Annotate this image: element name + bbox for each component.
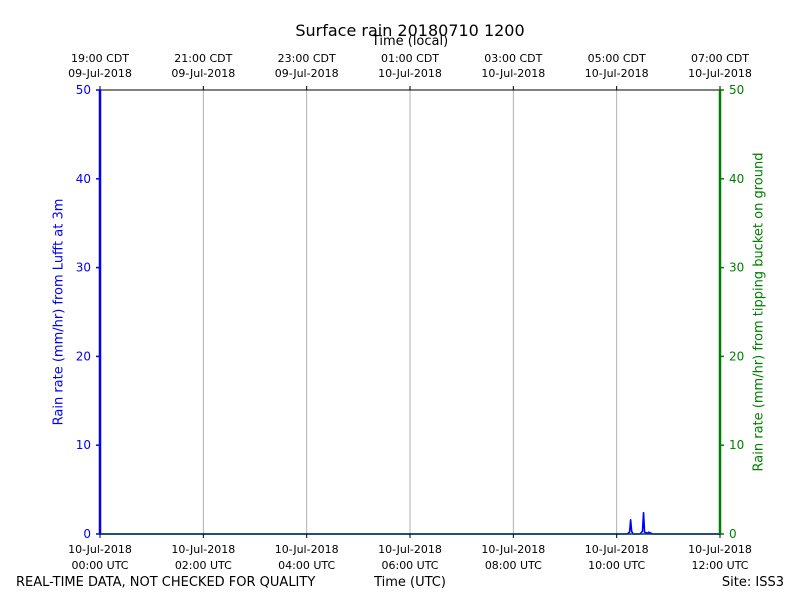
- x-axis-label: Time (UTC): [374, 575, 446, 590]
- left-y-tick-label: 0: [83, 527, 91, 541]
- series-line-0: [100, 511, 720, 535]
- right-y-tick-label: 50: [729, 83, 744, 97]
- right-y-tick-label: 0: [729, 527, 737, 541]
- top-x-tick-time: 07:00 CDT: [691, 52, 749, 65]
- bottom-x-tick-date: 10-Jul-2018: [481, 543, 545, 556]
- right-y-tick-label: 10: [729, 438, 744, 452]
- right-y-tick-label: 30: [729, 261, 744, 275]
- top-x-tick-time: 05:00 CDT: [588, 52, 646, 65]
- quality-disclaimer: REAL-TIME DATA, NOT CHECKED FOR QUALITY: [16, 575, 316, 590]
- bottom-x-tick-time: 04:00 UTC: [278, 559, 335, 572]
- bottom-x-tick-time: 10:00 UTC: [588, 559, 645, 572]
- bottom-x-tick-time: 06:00 UTC: [381, 559, 438, 572]
- top-x-tick-time: 23:00 CDT: [278, 52, 336, 65]
- bottom-x-tick-time: 08:00 UTC: [485, 559, 542, 572]
- left-y-tick-label: 40: [76, 172, 91, 186]
- bottom-x-tick-date: 10-Jul-2018: [378, 543, 442, 556]
- bottom-x-tick-date: 10-Jul-2018: [68, 543, 132, 556]
- top-x-tick-date: 09-Jul-2018: [275, 67, 339, 80]
- top-x-tick-date: 09-Jul-2018: [171, 67, 235, 80]
- bottom-x-tick-time: 00:00 UTC: [71, 559, 128, 572]
- bottom-x-tick-date: 10-Jul-2018: [585, 543, 649, 556]
- right-y-axis-label: Rain rate (mm/hr) from tipping bucket on…: [751, 152, 767, 472]
- chart-title: Surface rain 20180710 1200: [295, 21, 525, 40]
- top-x-tick-time: 21:00 CDT: [174, 52, 232, 65]
- left-y-tick-label: 20: [76, 349, 91, 363]
- bottom-x-tick-time: 02:00 UTC: [175, 559, 232, 572]
- tick-group: 0 0 10 10 20 20 30 30 40 40 50 50 10-Jul-2018 00:00 U…: [68, 52, 752, 572]
- top-x-tick-date: 09-Jul-2018: [68, 67, 132, 80]
- bottom-x-tick-date: 10-Jul-2018: [275, 543, 339, 556]
- left-y-tick-label: 30: [76, 261, 91, 275]
- bottom-x-tick-date: 10-Jul-2018: [688, 543, 752, 556]
- top-x-tick-date: 10-Jul-2018: [481, 67, 545, 80]
- top-x-tick-date: 10-Jul-2018: [378, 67, 442, 80]
- site-label: Site: ISS3: [721, 575, 784, 590]
- top-x-tick-time: 03:00 CDT: [484, 52, 542, 65]
- bottom-x-tick-time: 12:00 UTC: [691, 559, 748, 572]
- left-y-tick-label: 50: [76, 83, 91, 97]
- right-y-tick-label: 20: [729, 349, 744, 363]
- top-x-tick-date: 10-Jul-2018: [688, 67, 752, 80]
- top-x-tick-time: 19:00 CDT: [71, 52, 129, 65]
- top-x-tick-time: 01:00 CDT: [381, 52, 439, 65]
- bottom-x-tick-date: 10-Jul-2018: [171, 543, 235, 556]
- left-y-axis-label: Rain rate (mm/hr) from Lufft at 3m: [51, 198, 67, 426]
- right-y-tick-label: 40: [729, 172, 744, 186]
- top-axis-label: Time (local): [371, 34, 449, 49]
- left-y-tick-label: 10: [76, 438, 91, 452]
- top-x-tick-date: 10-Jul-2018: [585, 67, 649, 80]
- grid-lines: [99, 90, 721, 534]
